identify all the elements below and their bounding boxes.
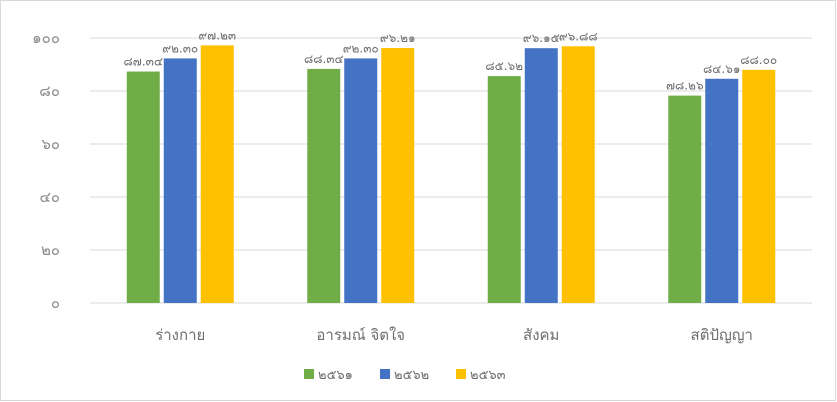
- data-label: ๙๒.๓๐: [343, 41, 379, 55]
- data-label: ๘๔.๖๑: [703, 62, 740, 76]
- legend-swatch: [456, 369, 466, 379]
- bars: [126, 45, 776, 304]
- y-tick-label: ๐: [51, 294, 60, 312]
- data-label: ๘๗.๓๔: [124, 55, 163, 69]
- data-label: ๙๒.๓๐: [162, 41, 198, 55]
- bar: [200, 45, 234, 303]
- bar: [344, 58, 378, 303]
- data-label: ๘๕.๖๒: [485, 59, 523, 73]
- bar: [742, 69, 776, 303]
- bar: [705, 78, 739, 303]
- bar: [668, 95, 702, 304]
- data-label: ๙๖.๘๘: [559, 29, 598, 43]
- y-tick-label: ๒๐: [41, 241, 60, 259]
- bar: [487, 76, 521, 304]
- data-label: ๘๘.๓๔: [304, 52, 344, 66]
- data-label: ๙๖.๒๑: [380, 31, 416, 45]
- bar: [524, 48, 558, 303]
- legend-label: ๒๕๖๒: [394, 368, 429, 383]
- data-labels: ๘๗.๓๔๙๒.๓๐๙๗.๒๓๘๘.๓๔๙๒.๓๐๙๖.๒๑๘๕.๖๒๙๖.๑๕…: [124, 28, 778, 92]
- legend-swatch: [380, 369, 390, 379]
- data-label: ๗๘.๒๖: [666, 79, 704, 93]
- legend-label: ๒๕๖๓: [470, 368, 506, 383]
- legend-label: ๒๕๖๑: [318, 368, 353, 383]
- x-category-label: สติปัญญา: [691, 326, 753, 344]
- gridlines: [90, 37, 812, 304]
- y-tick-label: ๘๐: [39, 82, 60, 100]
- x-category-label: อารมณ์ จิตใจ: [316, 326, 405, 344]
- legend-swatch: [304, 369, 314, 379]
- x-category-label: ร่างกาย: [155, 326, 205, 344]
- y-tick-label: ๑๐๐: [32, 29, 60, 47]
- x-axis-categories: ร่างกาย อารมณ์ จิตใจ สังคม สติปัญญา: [155, 326, 753, 344]
- bar: [307, 68, 341, 303]
- data-label: ๘๘.๐๐: [740, 53, 777, 67]
- y-tick-label: ๖๐: [41, 135, 60, 153]
- data-label: ๙๗.๒๓: [198, 28, 236, 42]
- bar: [381, 48, 415, 303]
- y-axis-ticks: ๐ ๒๐ ๔๐ ๖๐ ๘๐ ๑๐๐: [32, 29, 60, 312]
- data-label: ๙๖.๑๕: [523, 31, 560, 45]
- x-category-label: สังคม: [523, 326, 559, 344]
- y-tick-label: ๔๐: [39, 188, 60, 206]
- bar: [126, 71, 160, 303]
- bar: [163, 58, 197, 303]
- legend: ๒๕๖๑ ๒๕๖๒ ๒๕๖๓: [304, 368, 506, 383]
- bar: [561, 46, 595, 303]
